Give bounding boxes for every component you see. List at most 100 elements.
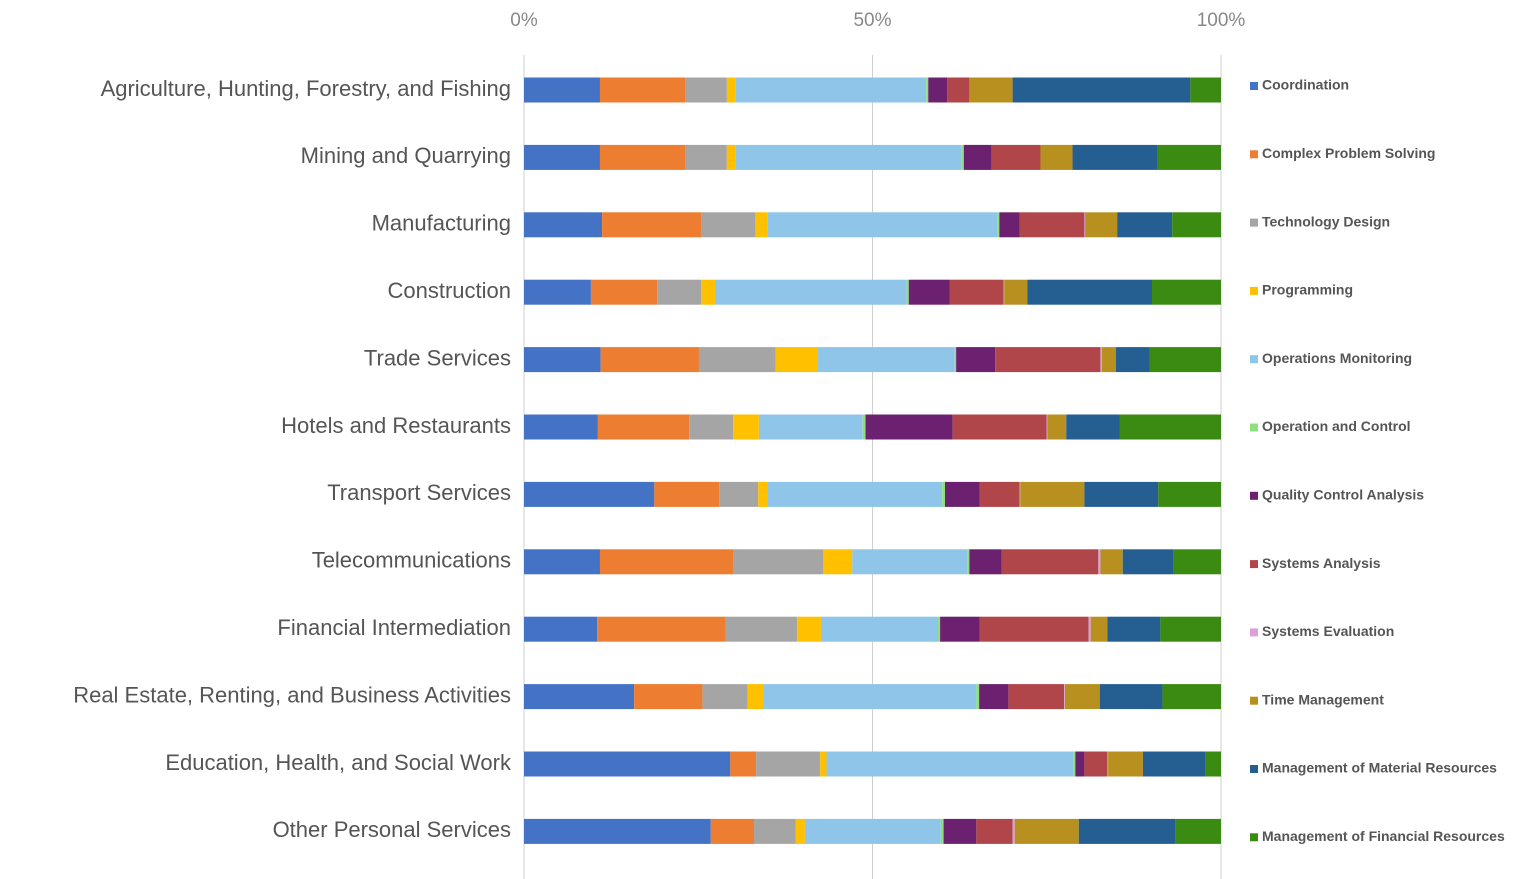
bar-segment bbox=[979, 616, 1089, 642]
bar-segment bbox=[590, 279, 658, 305]
bar-segment bbox=[942, 481, 945, 507]
bar-segment bbox=[599, 144, 686, 170]
bar-segment bbox=[1119, 414, 1221, 440]
category-label: Manufacturing bbox=[372, 211, 511, 236]
bar-segment bbox=[1064, 684, 1100, 710]
bar-segment bbox=[1108, 751, 1143, 777]
x-tick-label: 0% bbox=[510, 10, 538, 31]
bar-segment bbox=[726, 144, 736, 170]
bar-segment bbox=[1084, 481, 1159, 507]
x-tick-label: 50% bbox=[853, 10, 891, 31]
bar-segment bbox=[726, 77, 736, 103]
bar-segment bbox=[1027, 279, 1152, 305]
bar-segment bbox=[597, 616, 726, 642]
bar-segment bbox=[714, 279, 907, 305]
bar-segment bbox=[979, 481, 1020, 507]
category-label: Financial Intermediation bbox=[277, 615, 511, 640]
bar-segment bbox=[524, 481, 655, 507]
bar-segment bbox=[1099, 684, 1163, 710]
x-tick-label: 100% bbox=[1197, 10, 1246, 31]
bar-segment bbox=[634, 684, 703, 710]
legend-swatch bbox=[1250, 491, 1258, 500]
legend-label: Operation and Control bbox=[1262, 418, 1411, 434]
bar-segment bbox=[654, 481, 720, 507]
bar-segment bbox=[1066, 414, 1120, 440]
bar-segment bbox=[524, 279, 591, 305]
bar-segment bbox=[1100, 549, 1123, 575]
bar-segment bbox=[735, 77, 927, 103]
bar-segment bbox=[1008, 684, 1065, 710]
bar-segment bbox=[1078, 818, 1176, 844]
bar-segment bbox=[754, 818, 796, 844]
legend-swatch bbox=[1250, 628, 1258, 637]
legend-label: Management of Material Resources bbox=[1262, 760, 1497, 776]
bar-segment bbox=[976, 684, 980, 710]
bar-segment bbox=[735, 144, 962, 170]
legend-swatch bbox=[1250, 286, 1258, 295]
bar-segment bbox=[758, 414, 863, 440]
category-label: Construction bbox=[387, 278, 511, 303]
bar-segment bbox=[767, 212, 998, 238]
legend-label: Technology Design bbox=[1262, 213, 1390, 229]
bar-segment bbox=[852, 549, 968, 575]
legend-swatch bbox=[1250, 355, 1258, 364]
bar-segment bbox=[1012, 818, 1015, 844]
bar-segment bbox=[600, 347, 699, 373]
bar-segment bbox=[944, 481, 980, 507]
bar-segment bbox=[820, 616, 939, 642]
bar-segment bbox=[524, 212, 603, 238]
bar-segment bbox=[701, 212, 756, 238]
bar-segment bbox=[755, 212, 768, 238]
bar-segment bbox=[795, 818, 805, 844]
bar-segment bbox=[1149, 347, 1221, 373]
category-label: Agriculture, Hunting, Forestry, and Fish… bbox=[101, 76, 511, 101]
bar-segment bbox=[685, 77, 727, 103]
bar-segment bbox=[999, 212, 1020, 238]
bar-segment bbox=[733, 549, 824, 575]
bar-segment bbox=[775, 347, 818, 373]
bar-segment bbox=[599, 77, 686, 103]
legend-swatch bbox=[1250, 150, 1258, 159]
bar-segment bbox=[954, 347, 957, 373]
bar-segment bbox=[1004, 279, 1028, 305]
legend-label: Coordination bbox=[1262, 77, 1349, 93]
legend-swatch bbox=[1250, 560, 1258, 569]
bar-segment bbox=[963, 144, 992, 170]
bar-segment bbox=[1072, 144, 1158, 170]
bar-segment bbox=[657, 279, 702, 305]
bar-segment bbox=[1107, 616, 1161, 642]
bar-segment bbox=[1040, 144, 1073, 170]
bar-segment bbox=[1073, 751, 1076, 777]
bar-segment bbox=[702, 684, 748, 710]
bar-segment bbox=[928, 77, 948, 103]
bar-segment bbox=[961, 144, 964, 170]
bar-segment bbox=[1085, 212, 1118, 238]
category-label: Telecommunications bbox=[312, 548, 511, 573]
legend-label: Systems Evaluation bbox=[1262, 623, 1394, 639]
legend-label: Programming bbox=[1262, 282, 1353, 298]
category-label: Other Personal Services bbox=[273, 817, 511, 842]
bar-segment bbox=[1205, 751, 1221, 777]
bar-segment bbox=[967, 549, 970, 575]
bar-segment bbox=[969, 549, 1002, 575]
bar-segment bbox=[1001, 549, 1099, 575]
bar-segment bbox=[820, 751, 827, 777]
bar-segment bbox=[1075, 751, 1085, 777]
bar-segment bbox=[758, 481, 768, 507]
bar-segment bbox=[597, 414, 690, 440]
bar-segment bbox=[940, 616, 980, 642]
legend-swatch bbox=[1250, 423, 1258, 432]
bar-segment bbox=[747, 684, 764, 710]
bar-segment bbox=[995, 347, 1101, 373]
legend-label: Management of Financial Resources bbox=[1262, 828, 1505, 844]
bar-segment bbox=[943, 818, 977, 844]
category-label: Transport Services bbox=[327, 480, 511, 505]
bar-segment bbox=[733, 414, 759, 440]
bar-segment bbox=[797, 616, 821, 642]
bar-segment bbox=[1046, 414, 1048, 440]
bar-segment bbox=[719, 481, 759, 507]
bar-segment bbox=[725, 616, 798, 642]
bar-segment bbox=[1019, 481, 1021, 507]
bar-segment bbox=[756, 751, 821, 777]
